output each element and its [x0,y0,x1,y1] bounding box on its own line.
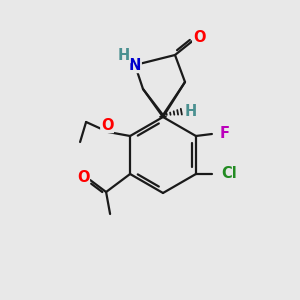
Text: Cl: Cl [221,166,237,181]
Text: O: O [193,31,205,46]
Text: H: H [118,47,130,62]
Text: O: O [77,170,89,185]
Text: H: H [185,103,197,118]
Polygon shape [160,115,167,117]
Text: O: O [101,118,113,133]
Text: N: N [129,58,141,73]
Text: F: F [220,125,230,140]
